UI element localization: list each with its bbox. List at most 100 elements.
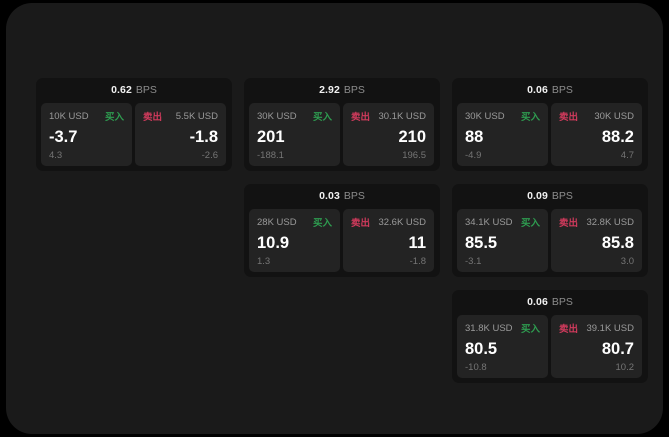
buy-panel-header: 28K USD 买入 xyxy=(257,216,332,230)
sell-size-label: 5.5K USD xyxy=(175,110,218,122)
sell-panel-header: 30K USD 卖出 xyxy=(559,110,634,124)
buy-side-tag: 买入 xyxy=(520,112,540,123)
buy-price-value: 80.5 xyxy=(465,340,498,358)
buy-panel-header: 34.1K USD 买入 xyxy=(465,216,540,230)
buy-sub-value: -188.1 xyxy=(257,149,284,161)
grid-column-2: 2.92 BPS 30K USD 买入 201 -188.1 30.1K USD 卖出 210 1… xyxy=(244,78,440,398)
buy-side-tag: 买入 xyxy=(312,218,332,229)
card-header: 0.06 BPS xyxy=(452,78,648,98)
buy-side-tag: 买入 xyxy=(520,218,540,229)
sell-panel[interactable]: 30K USD 卖出 88.2 4.7 xyxy=(551,103,642,166)
spread-card-grid: 0.62 BPS 10K USD 买入 -3.7 4.3 5.5K USD 卖出 -1.8 -2.… xyxy=(36,78,648,398)
spread-card[interactable]: 0.06 BPS 30K USD 买入 88 -4.9 30K USD 卖出 88.2 4.7 xyxy=(452,78,648,171)
bps-unit-label: BPS xyxy=(551,84,573,96)
card-header: 0.62 BPS xyxy=(36,78,232,98)
bps-unit-label: BPS xyxy=(135,84,157,96)
sell-side-tag: 卖出 xyxy=(143,112,163,123)
bps-value: 2.92 xyxy=(319,84,340,96)
sell-size-label: 32.8K USD xyxy=(586,216,634,228)
buy-price-value: 85.5 xyxy=(465,234,498,252)
sell-panel[interactable]: 32.6K USD 卖出 11 -1.8 xyxy=(343,209,434,272)
sell-sub-value: 196.5 xyxy=(402,149,426,161)
card-header: 2.92 BPS xyxy=(244,78,440,98)
card-body: 30K USD 买入 201 -188.1 30.1K USD 卖出 210 196.5 xyxy=(244,98,440,171)
buy-panel[interactable]: 30K USD 买入 201 -188.1 xyxy=(249,103,340,166)
bps-unit-label: BPS xyxy=(551,296,573,308)
buy-size-label: 28K USD xyxy=(257,216,297,228)
grid-column-3: 0.06 BPS 30K USD 买入 88 -4.9 30K USD 卖出 88.2 4.7 0.… xyxy=(452,78,648,398)
bps-value: 0.62 xyxy=(111,84,132,96)
card-body: 31.8K USD 买入 80.5 -10.8 39.1K USD 卖出 80.7 10.2 xyxy=(452,310,648,383)
buy-panel[interactable]: 31.8K USD 买入 80.5 -10.8 xyxy=(457,315,548,378)
card-body: 30K USD 买入 88 -4.9 30K USD 卖出 88.2 4.7 xyxy=(452,98,648,171)
buy-sub-value: 4.3 xyxy=(49,149,63,161)
sell-side-tag: 卖出 xyxy=(351,112,371,123)
sell-price-value: 210 xyxy=(398,128,426,146)
buy-size-label: 30K USD xyxy=(257,110,297,122)
sell-side-tag: 卖出 xyxy=(559,112,579,123)
buy-panel[interactable]: 28K USD 买入 10.9 1.3 xyxy=(249,209,340,272)
buy-panel[interactable]: 30K USD 买入 88 -4.9 xyxy=(457,103,548,166)
sell-side-tag: 卖出 xyxy=(559,324,579,335)
sell-size-label: 30K USD xyxy=(594,110,634,122)
sell-size-label: 39.1K USD xyxy=(586,322,634,334)
buy-price-value: 88 xyxy=(465,128,484,146)
bps-unit-label: BPS xyxy=(343,84,365,96)
sell-sub-value: 3.0 xyxy=(620,255,634,267)
buy-panel[interactable]: 10K USD 买入 -3.7 4.3 xyxy=(41,103,132,166)
buy-price-value: -3.7 xyxy=(49,128,78,146)
buy-size-label: 10K USD xyxy=(49,110,89,122)
sell-price-value: 85.8 xyxy=(601,234,634,252)
sell-panel-header: 32.8K USD 卖出 xyxy=(559,216,634,230)
sell-sub-value: -1.8 xyxy=(409,255,426,267)
app-frame: 0.62 BPS 10K USD 买入 -3.7 4.3 5.5K USD 卖出 -1.8 -2.… xyxy=(6,3,663,434)
sell-size-label: 30.1K USD xyxy=(378,110,426,122)
bps-unit-label: BPS xyxy=(343,190,365,202)
bps-value: 0.03 xyxy=(319,190,340,202)
buy-panel[interactable]: 34.1K USD 买入 85.5 -3.1 xyxy=(457,209,548,272)
spread-card[interactable]: 0.09 BPS 34.1K USD 买入 85.5 -3.1 32.8K USD 卖出 85.… xyxy=(452,184,648,277)
card-body: 10K USD 买入 -3.7 4.3 5.5K USD 卖出 -1.8 -2.6 xyxy=(36,98,232,171)
spread-card[interactable]: 0.03 BPS 28K USD 买入 10.9 1.3 32.6K USD 卖出 11 -1.8 xyxy=(244,184,440,277)
buy-size-label: 31.8K USD xyxy=(465,322,513,334)
card-body: 28K USD 买入 10.9 1.3 32.6K USD 卖出 11 -1.8 xyxy=(244,204,440,277)
sell-price-value: 88.2 xyxy=(601,128,634,146)
spread-card[interactable]: 0.06 BPS 31.8K USD 买入 80.5 -10.8 39.1K USD 卖出 80… xyxy=(452,290,648,383)
card-header: 0.03 BPS xyxy=(244,184,440,204)
card-body: 34.1K USD 买入 85.5 -3.1 32.8K USD 卖出 85.8 3.0 xyxy=(452,204,648,277)
sell-panel-header: 32.6K USD 卖出 xyxy=(351,216,426,230)
sell-price-value: 11 xyxy=(408,234,426,252)
buy-panel-header: 30K USD 买入 xyxy=(257,110,332,124)
buy-sub-value: -10.8 xyxy=(465,361,487,373)
sell-sub-value: 4.7 xyxy=(620,149,634,161)
sell-sub-value: 10.2 xyxy=(615,361,635,373)
sell-panel[interactable]: 32.8K USD 卖出 85.8 3.0 xyxy=(551,209,642,272)
sell-side-tag: 卖出 xyxy=(559,218,579,229)
sell-sub-value: -2.6 xyxy=(201,149,218,161)
sell-panel[interactable]: 39.1K USD 卖出 80.7 10.2 xyxy=(551,315,642,378)
buy-side-tag: 买入 xyxy=(520,324,540,335)
card-header: 0.06 BPS xyxy=(452,290,648,310)
card-header: 0.09 BPS xyxy=(452,184,648,204)
buy-sub-value: -4.9 xyxy=(465,149,482,161)
bps-value: 0.06 xyxy=(527,84,548,96)
sell-panel[interactable]: 30.1K USD 卖出 210 196.5 xyxy=(343,103,434,166)
sell-size-label: 32.6K USD xyxy=(378,216,426,228)
sell-panel-header: 39.1K USD 卖出 xyxy=(559,322,634,336)
buy-size-label: 34.1K USD xyxy=(465,216,513,228)
buy-side-tag: 买入 xyxy=(312,112,332,123)
sell-panel[interactable]: 5.5K USD 卖出 -1.8 -2.6 xyxy=(135,103,226,166)
buy-size-label: 30K USD xyxy=(465,110,505,122)
spread-card[interactable]: 2.92 BPS 30K USD 买入 201 -188.1 30.1K USD 卖出 210 1… xyxy=(244,78,440,171)
sell-price-value: -1.8 xyxy=(189,128,218,146)
buy-panel-header: 10K USD 买入 xyxy=(49,110,124,124)
buy-price-value: 10.9 xyxy=(257,234,290,252)
bps-unit-label: BPS xyxy=(551,190,573,202)
buy-side-tag: 买入 xyxy=(104,112,124,123)
grid-column-1: 0.62 BPS 10K USD 买入 -3.7 4.3 5.5K USD 卖出 -1.8 -2.… xyxy=(36,78,232,398)
buy-sub-value: 1.3 xyxy=(257,255,271,267)
buy-panel-header: 30K USD 买入 xyxy=(465,110,540,124)
spread-card[interactable]: 0.62 BPS 10K USD 买入 -3.7 4.3 5.5K USD 卖出 -1.8 -2.… xyxy=(36,78,232,171)
buy-sub-value: -3.1 xyxy=(465,255,482,267)
bps-value: 0.09 xyxy=(527,190,548,202)
